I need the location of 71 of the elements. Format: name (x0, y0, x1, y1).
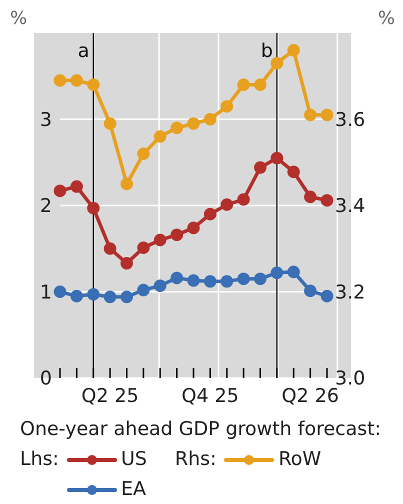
point (104, 242, 116, 255)
legend-label: US (120, 447, 147, 472)
point (120, 257, 133, 270)
point (287, 266, 300, 278)
point (220, 275, 234, 288)
x-tick-label: Q4 25 (182, 385, 239, 407)
point (254, 161, 266, 174)
point (187, 222, 200, 234)
legend-title: One-year ahead GDP growth forecast: (20, 417, 382, 442)
point (270, 152, 284, 164)
point (54, 74, 66, 87)
point (304, 190, 317, 204)
annotation: a (78, 40, 90, 62)
point (237, 193, 250, 206)
point (104, 290, 116, 304)
legend-label: EA (120, 477, 147, 502)
point (137, 148, 150, 160)
y-tick-label: 3 (40, 108, 52, 131)
point (154, 279, 166, 292)
x-tick-label: Q2 25 (81, 385, 139, 407)
point (87, 78, 100, 91)
x-tick-label: Q2 26 (282, 385, 339, 407)
legend-label: RoW (277, 447, 322, 472)
point (320, 290, 334, 302)
point (254, 272, 266, 286)
point (320, 194, 334, 207)
y-tick-label: 2 (40, 195, 52, 218)
point (170, 228, 184, 242)
point (170, 122, 184, 134)
point (154, 234, 166, 246)
y-tick-label: 0 (40, 368, 52, 390)
y2-axis-title: % (378, 8, 395, 29)
point (220, 100, 234, 113)
point (204, 113, 216, 126)
point (104, 117, 116, 130)
text: Rhs: (174, 447, 216, 472)
point (154, 130, 166, 143)
point (70, 290, 83, 302)
point (304, 108, 317, 122)
y2-tick-label: 3.2 (335, 281, 366, 304)
point (54, 286, 66, 298)
point (320, 108, 334, 122)
point (304, 284, 317, 298)
point (287, 44, 300, 56)
point (254, 78, 266, 91)
y-tick-label: 1 (40, 281, 52, 304)
point (204, 275, 216, 288)
point (70, 180, 83, 193)
point (120, 178, 133, 190)
point (287, 166, 300, 178)
point (237, 78, 250, 91)
y2-tick-label: 3.6 (335, 108, 366, 131)
point (204, 208, 216, 220)
point (187, 117, 200, 130)
point (237, 272, 250, 286)
point (270, 56, 284, 70)
y-axis-title: % (10, 8, 28, 29)
text: Lhs: (20, 447, 59, 472)
point (270, 266, 284, 280)
point (170, 272, 184, 284)
point (87, 288, 100, 301)
point (220, 198, 234, 211)
point (70, 74, 83, 87)
point (54, 184, 66, 198)
annotation: b (260, 40, 273, 62)
point (137, 242, 150, 254)
point (137, 284, 150, 296)
y2-tick-label: 3.4 (335, 195, 366, 218)
point (187, 274, 200, 287)
point (120, 290, 133, 304)
point (87, 202, 100, 214)
